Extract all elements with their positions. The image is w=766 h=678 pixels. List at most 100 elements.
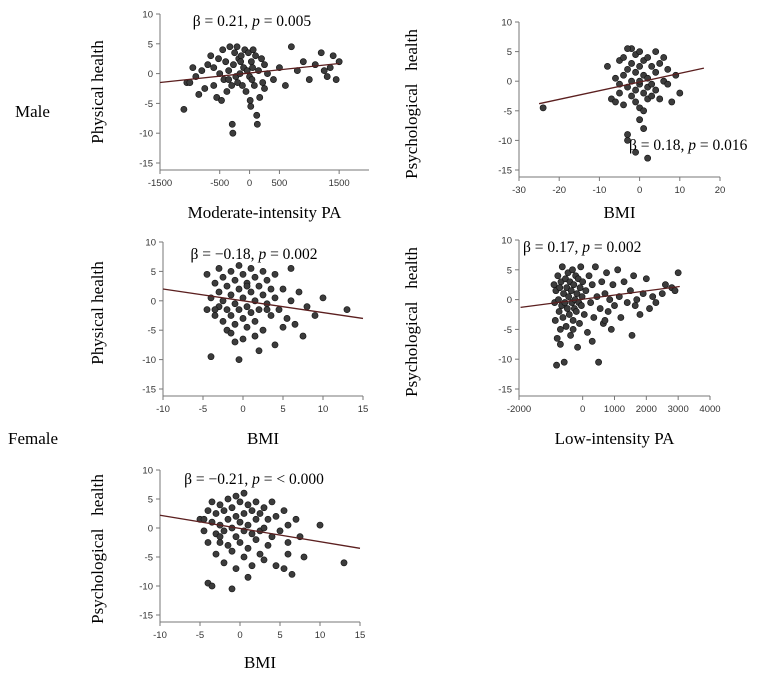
y-tick-label: 0 — [151, 296, 156, 307]
stats-annotation: β = −0.18, p = 0.002 — [190, 246, 317, 263]
data-point — [256, 510, 264, 517]
y-tick-label: 0 — [507, 77, 512, 88]
data-point — [573, 290, 581, 298]
group-label-male: Male — [15, 102, 50, 121]
regression-line — [159, 62, 340, 84]
data-point — [251, 273, 259, 281]
data-point — [288, 571, 296, 578]
data-point — [604, 308, 612, 315]
data-point — [279, 323, 287, 331]
data-point — [219, 273, 227, 281]
data-point — [580, 311, 588, 318]
data-point — [204, 539, 212, 546]
data-point — [239, 270, 247, 278]
y-tick-label: -15 — [139, 159, 153, 170]
y-tick-label: 5 — [507, 47, 512, 58]
data-point — [220, 559, 228, 567]
data-point — [569, 317, 577, 324]
data-point — [211, 312, 219, 319]
x-axis-label: BMI — [244, 653, 276, 672]
y-tick-label: -5 — [504, 106, 512, 117]
y-tick-label: 10 — [142, 466, 153, 477]
x-tick-label: -10 — [593, 185, 607, 196]
data-point — [560, 358, 568, 366]
x-axis-label: Low-intensity PA — [555, 429, 676, 448]
data-point — [231, 320, 239, 328]
x-tick-label: 0 — [237, 630, 242, 641]
data-point — [632, 98, 639, 106]
data-point — [295, 288, 303, 296]
y-tick-label: 0 — [148, 69, 153, 80]
stats-annotation: β = 0.17, p = 0.002 — [523, 239, 641, 256]
data-point — [200, 515, 208, 523]
x-tick-label: 0 — [637, 185, 642, 196]
data-point — [207, 353, 215, 361]
data-point — [620, 278, 628, 286]
data-point — [248, 76, 256, 83]
x-tick-label: -2000 — [507, 404, 531, 415]
data-point — [180, 105, 188, 113]
x-tick-label: -1500 — [148, 178, 172, 189]
x-tick-label: -5 — [196, 630, 204, 641]
data-point — [255, 347, 263, 355]
data-point — [640, 125, 648, 132]
data-point — [259, 291, 267, 299]
data-point — [246, 97, 254, 104]
x-tick-label: 1500 — [329, 178, 350, 189]
data-point — [233, 43, 241, 51]
data-point — [195, 91, 203, 98]
data-point — [216, 501, 224, 509]
data-point — [235, 306, 243, 314]
data-point — [658, 290, 666, 298]
data-point — [270, 76, 277, 83]
data-point — [565, 311, 573, 318]
x-tick-label: 1000 — [604, 404, 625, 415]
data-point — [664, 80, 672, 88]
x-tick-label: -30 — [512, 185, 526, 196]
data-point — [303, 303, 311, 311]
data-point — [223, 282, 231, 290]
data-point — [204, 61, 212, 69]
y-tick-label: -15 — [139, 611, 153, 622]
data-point — [674, 269, 682, 277]
data-point — [218, 97, 225, 104]
data-point — [271, 341, 279, 349]
data-point — [648, 63, 656, 70]
data-point — [223, 306, 231, 314]
data-point — [620, 101, 627, 109]
data-point — [268, 498, 276, 506]
data-point — [234, 79, 242, 86]
y-tick-label: 0 — [507, 295, 512, 306]
data-point — [204, 507, 212, 514]
data-point — [343, 306, 351, 314]
y-tick-label: -5 — [145, 553, 153, 564]
y-tick-label: -15 — [498, 166, 512, 177]
data-point — [648, 92, 656, 100]
data-point — [255, 306, 263, 314]
data-point — [588, 337, 596, 345]
data-point — [252, 515, 260, 523]
y-tick-label: -15 — [498, 385, 512, 396]
x-tick-label: 0 — [580, 404, 585, 415]
x-tick-label: 0 — [240, 404, 245, 415]
y-tick-label: 10 — [145, 238, 156, 249]
data-point — [632, 68, 639, 76]
data-point — [632, 86, 639, 94]
data-point — [230, 61, 237, 69]
data-point — [235, 356, 243, 363]
data-point — [261, 61, 268, 69]
data-point — [263, 276, 271, 284]
data-point — [300, 553, 308, 561]
y-axis-label: Psychological health — [402, 247, 421, 397]
data-point — [656, 60, 664, 67]
data-point — [215, 288, 223, 296]
data-point — [579, 278, 587, 286]
data-point — [212, 510, 220, 517]
data-point — [567, 287, 575, 295]
data-point — [652, 68, 660, 76]
data-point — [612, 98, 619, 106]
data-point — [228, 504, 236, 512]
data-point — [563, 305, 571, 312]
